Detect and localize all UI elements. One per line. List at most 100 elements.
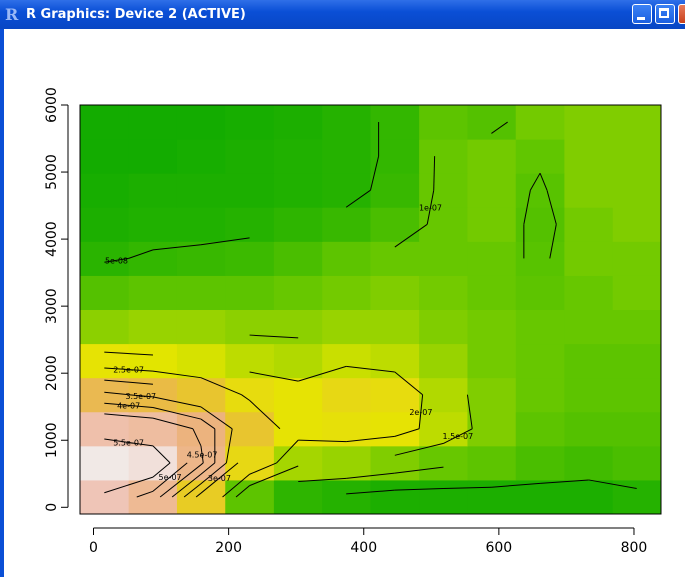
contour-label: 5e-07 xyxy=(159,473,182,482)
contour-line xyxy=(523,190,531,225)
contour-line xyxy=(433,156,436,191)
contour-line xyxy=(276,439,299,464)
contour-label: 4.5e-07 xyxy=(187,450,218,459)
close-button[interactable] xyxy=(678,4,685,24)
heat-cell xyxy=(176,105,226,140)
contour-line xyxy=(394,428,420,437)
heat-cell xyxy=(612,275,662,310)
plot-frame xyxy=(79,104,662,515)
contour-line xyxy=(128,249,154,259)
contour-line xyxy=(249,465,299,487)
contour-line xyxy=(241,394,250,401)
contour-line xyxy=(152,462,188,492)
heat-cell xyxy=(128,139,178,174)
contour-line xyxy=(104,413,154,419)
heat-cell xyxy=(467,275,517,310)
contour-line xyxy=(394,371,423,396)
heat-cell xyxy=(225,173,275,208)
heat-cell xyxy=(176,309,226,345)
heat-cell xyxy=(80,309,130,345)
heat-cell xyxy=(322,207,371,242)
heat-cell xyxy=(467,411,517,447)
contour-line xyxy=(200,462,204,466)
maximize-button[interactable] xyxy=(655,4,675,24)
heat-cell xyxy=(80,139,130,174)
contour-line xyxy=(104,351,153,356)
heat-cell xyxy=(419,173,468,208)
heat-cell xyxy=(467,241,517,276)
heat-cell xyxy=(612,479,662,515)
contour-line xyxy=(529,172,541,191)
heat-cell xyxy=(128,309,178,345)
contour-line xyxy=(249,334,299,339)
contour-line xyxy=(200,237,250,246)
contour-line xyxy=(394,487,444,491)
heat-cell xyxy=(322,139,371,174)
heat-cell xyxy=(225,411,275,447)
contour-line xyxy=(192,428,202,447)
heat-cell xyxy=(176,207,226,242)
heat-cell xyxy=(80,445,130,481)
minimize-button[interactable] xyxy=(632,4,652,24)
heat-cell xyxy=(564,445,614,481)
contour-line xyxy=(346,472,395,479)
heat-cell xyxy=(128,275,178,310)
heat-cell xyxy=(467,479,517,515)
heat-cell xyxy=(564,309,614,345)
contour-line xyxy=(152,445,171,464)
contour-line xyxy=(222,473,250,498)
contour-label: 5.5e-07 xyxy=(113,438,144,447)
heat-cell xyxy=(370,377,420,413)
contour-line xyxy=(104,402,154,408)
heat-cell xyxy=(419,105,468,140)
y-tick-label: 0 xyxy=(44,503,60,512)
contour-line xyxy=(235,485,250,498)
heat-cell xyxy=(467,139,517,174)
heat-cell xyxy=(128,377,178,413)
heat-cell xyxy=(467,173,517,208)
window-border xyxy=(0,29,4,577)
heat-cell xyxy=(80,479,130,515)
heat-cell xyxy=(273,207,323,242)
contour-line xyxy=(152,407,202,420)
heat-cell xyxy=(80,275,130,310)
heat-cell xyxy=(176,377,226,413)
heat-cell xyxy=(80,377,130,413)
heat-cell xyxy=(467,445,517,481)
heat-cell xyxy=(419,309,468,345)
heat-cell xyxy=(273,309,323,345)
contour-line xyxy=(443,486,492,489)
contour-line xyxy=(200,377,242,396)
x-tick-label: 0 xyxy=(89,540,98,556)
contour-line xyxy=(152,370,201,379)
heat-cell xyxy=(564,207,614,242)
contour-line xyxy=(200,462,216,475)
heat-cell xyxy=(176,343,226,379)
contour-line xyxy=(443,428,473,444)
heat-cell xyxy=(322,445,371,481)
heat-cell xyxy=(322,479,371,515)
contour-line xyxy=(104,367,153,372)
heat-cell xyxy=(322,343,371,379)
heat-cell xyxy=(128,479,178,515)
heat-cell xyxy=(515,343,565,379)
contour-line xyxy=(104,391,129,396)
contour-line xyxy=(346,489,395,495)
contour-line xyxy=(426,190,435,225)
heat-cell xyxy=(564,343,614,379)
heat-cell xyxy=(370,343,420,379)
x-tick-label: 800 xyxy=(621,540,648,556)
heat-cell xyxy=(467,343,517,379)
heat-cell xyxy=(370,479,420,515)
heat-cell xyxy=(467,309,517,345)
contour-line xyxy=(298,365,347,382)
app-icon: R xyxy=(5,5,19,24)
contour-line xyxy=(171,473,202,498)
contour-line xyxy=(345,189,371,208)
heat-cell xyxy=(370,105,420,140)
contour-label: 1.5e-07 xyxy=(442,432,473,441)
heat-cell xyxy=(467,207,517,242)
heat-cell xyxy=(612,241,662,276)
contour-line xyxy=(152,417,194,430)
